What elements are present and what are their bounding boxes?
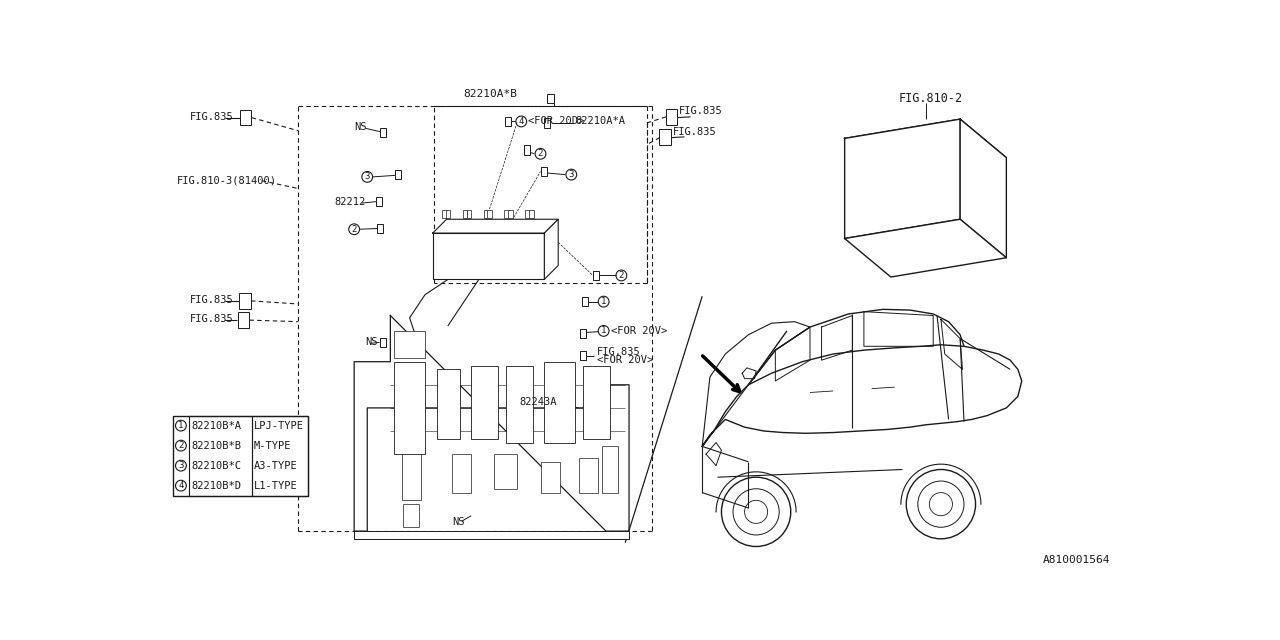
- Bar: [524, 145, 530, 155]
- Text: 2: 2: [352, 225, 357, 234]
- Text: 3: 3: [178, 461, 183, 470]
- Text: 82210B*A: 82210B*A: [191, 420, 241, 431]
- Bar: [582, 365, 609, 438]
- Bar: [579, 458, 598, 493]
- Text: LPJ-TYPE: LPJ-TYPE: [253, 420, 305, 431]
- Text: FIG.835: FIG.835: [673, 127, 717, 137]
- Bar: [380, 127, 385, 137]
- Bar: [494, 454, 517, 489]
- Polygon shape: [433, 220, 558, 233]
- Bar: [436, 369, 460, 438]
- Bar: [394, 331, 425, 358]
- Bar: [173, 415, 308, 496]
- Text: 2: 2: [178, 441, 183, 450]
- Text: FIG.835: FIG.835: [680, 106, 723, 116]
- Bar: [580, 328, 586, 338]
- Polygon shape: [845, 119, 960, 239]
- Text: NS: NS: [365, 337, 378, 348]
- Text: FIG.835: FIG.835: [191, 314, 234, 324]
- Text: A3-TYPE: A3-TYPE: [253, 461, 298, 470]
- Bar: [445, 210, 451, 218]
- Bar: [529, 210, 534, 218]
- Bar: [593, 271, 599, 280]
- Text: 2: 2: [538, 149, 543, 158]
- Bar: [525, 210, 530, 218]
- Bar: [452, 454, 471, 493]
- Text: 2: 2: [618, 271, 625, 280]
- Bar: [239, 110, 251, 125]
- Polygon shape: [960, 119, 1006, 258]
- Text: NS: NS: [355, 122, 366, 132]
- Bar: [238, 312, 250, 328]
- Bar: [582, 297, 589, 307]
- Text: FIG.835: FIG.835: [191, 112, 234, 122]
- Text: 82212: 82212: [334, 197, 365, 207]
- Text: FIG.810-2: FIG.810-2: [899, 92, 963, 105]
- Bar: [659, 129, 671, 145]
- Text: <FOR 20V>: <FOR 20V>: [596, 355, 653, 365]
- Bar: [471, 365, 498, 438]
- Text: 4: 4: [518, 117, 524, 126]
- Bar: [506, 365, 532, 442]
- Bar: [484, 210, 488, 218]
- Polygon shape: [845, 220, 1006, 277]
- Text: FIG.810-3(81400): FIG.810-3(81400): [177, 176, 276, 186]
- Text: 82243A: 82243A: [520, 397, 557, 407]
- Text: 82210A*A: 82210A*A: [575, 116, 625, 127]
- Bar: [666, 109, 677, 125]
- Polygon shape: [433, 233, 544, 279]
- Bar: [541, 167, 548, 176]
- Bar: [396, 170, 401, 179]
- Bar: [508, 210, 513, 218]
- Text: 3: 3: [365, 172, 370, 181]
- Bar: [467, 210, 471, 218]
- Polygon shape: [355, 531, 628, 539]
- Bar: [602, 447, 617, 493]
- Text: FIG.835: FIG.835: [596, 347, 640, 356]
- Text: 82210B*B: 82210B*B: [191, 440, 241, 451]
- Bar: [580, 351, 586, 360]
- Bar: [378, 224, 384, 233]
- Bar: [188, 415, 252, 496]
- Text: L1-TYPE: L1-TYPE: [253, 481, 298, 491]
- Text: A810001564: A810001564: [1043, 556, 1110, 565]
- Bar: [544, 118, 549, 127]
- Bar: [506, 117, 511, 126]
- Bar: [239, 293, 251, 308]
- Bar: [252, 415, 308, 496]
- Bar: [442, 210, 447, 218]
- Bar: [376, 197, 381, 206]
- Text: <FOR 20D>: <FOR 20D>: [529, 116, 585, 127]
- Text: 1: 1: [600, 297, 607, 306]
- Text: 1: 1: [600, 326, 607, 335]
- Bar: [540, 462, 559, 493]
- Text: 3: 3: [568, 170, 573, 179]
- Text: 1: 1: [178, 421, 183, 430]
- Text: FIG.835: FIG.835: [191, 295, 234, 305]
- Bar: [504, 210, 509, 218]
- Text: 82210B*C: 82210B*C: [191, 461, 241, 470]
- Bar: [394, 362, 425, 454]
- Text: 82210B*D: 82210B*D: [191, 481, 241, 491]
- Bar: [548, 93, 553, 103]
- Bar: [402, 454, 421, 500]
- Text: 4: 4: [178, 481, 183, 490]
- Text: M-TYPE: M-TYPE: [253, 440, 292, 451]
- Text: NS: NS: [452, 517, 465, 527]
- Text: <FOR 20V>: <FOR 20V>: [612, 326, 668, 336]
- Bar: [544, 362, 575, 442]
- Text: 82210A*B: 82210A*B: [463, 89, 517, 99]
- Bar: [403, 504, 419, 527]
- Bar: [488, 210, 492, 218]
- Polygon shape: [544, 220, 558, 279]
- Bar: [380, 338, 385, 347]
- Bar: [463, 210, 467, 218]
- Polygon shape: [845, 119, 1006, 177]
